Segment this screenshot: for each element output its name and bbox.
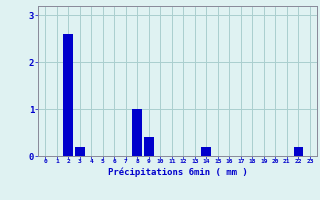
X-axis label: Précipitations 6min ( mm ): Précipitations 6min ( mm ) [108,167,247,177]
Bar [293,147,303,156]
Bar [75,147,85,156]
Bar [202,147,211,156]
Bar [132,109,142,156]
Bar [63,34,73,156]
Bar [144,137,154,156]
